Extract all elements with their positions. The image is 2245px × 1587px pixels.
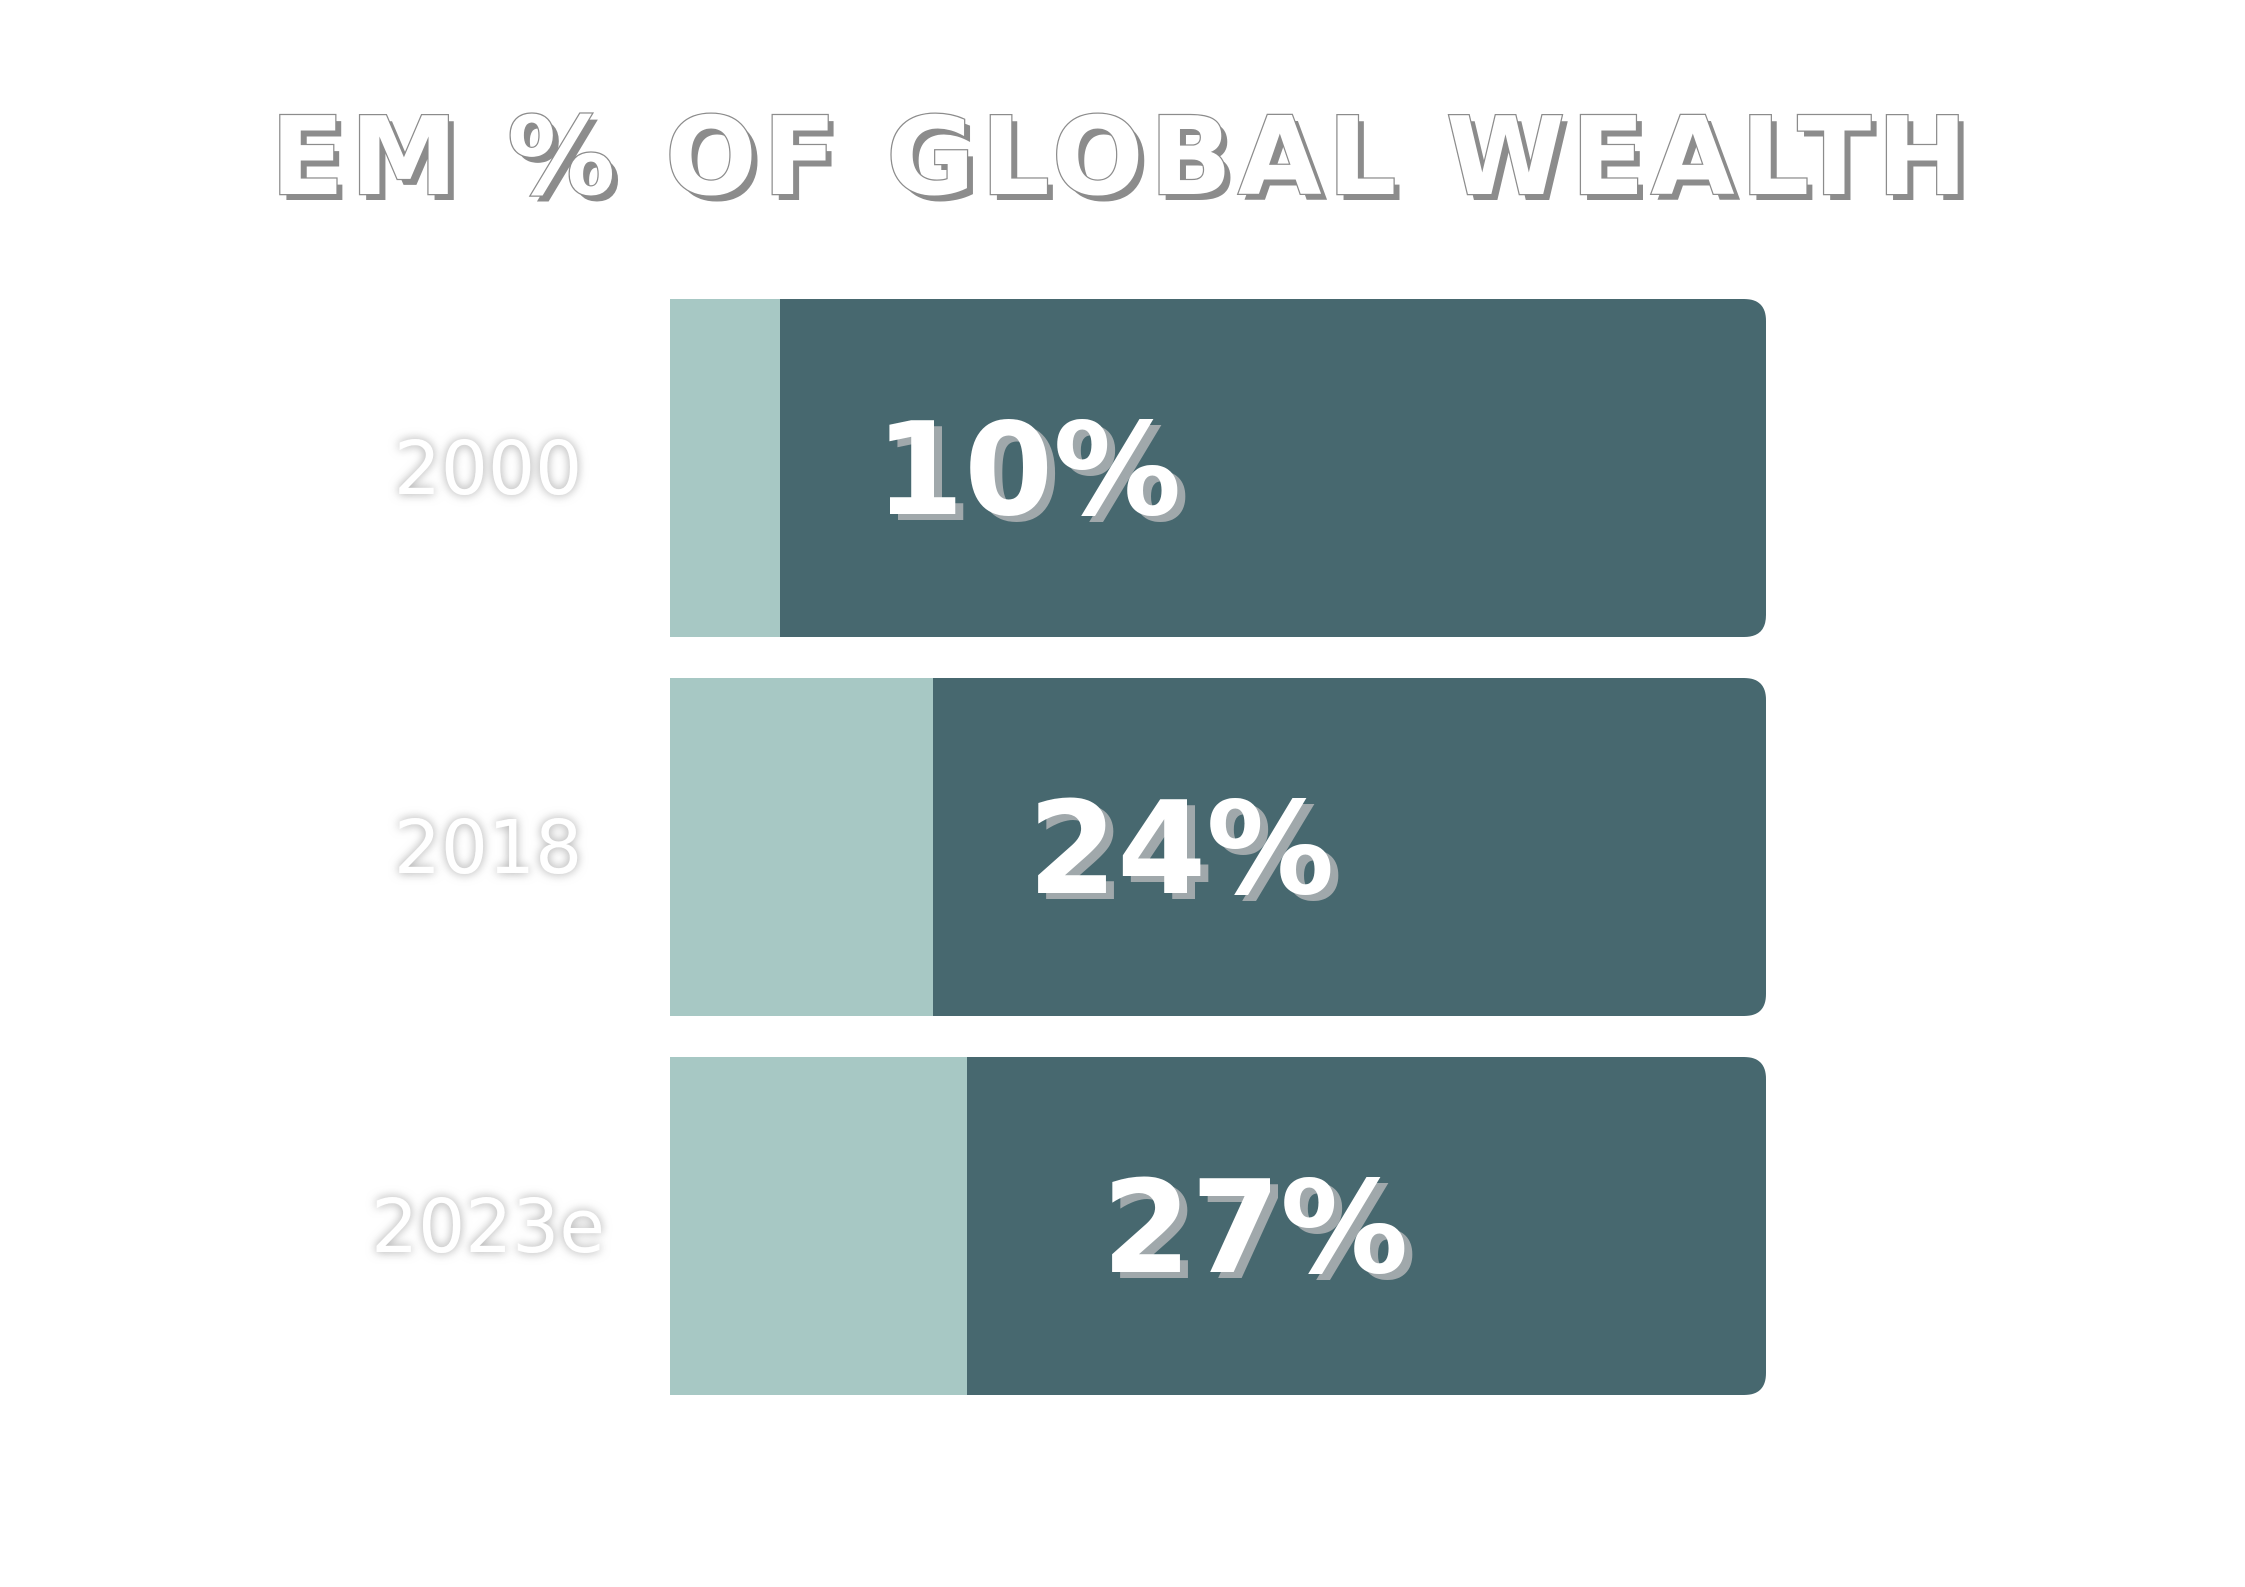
chart-title: EM % OF GLOBAL WEALTH EM % OF GLOBAL WEA… [269, 94, 1979, 226]
value-label-shadow-2000: 10% [883, 402, 1189, 551]
bar-fill-2023e [670, 1057, 967, 1395]
bar-remainder-2000 [670, 299, 1766, 637]
chart-title-shadow: EM % OF GLOBAL WEALTH [276, 101, 1979, 226]
chart-title-text: EM % OF GLOBAL WEALTH [270, 95, 1973, 220]
bar-2000: 2000 10%10% [394, 299, 1766, 637]
value-label-shadow-2023e: 27% [1110, 1160, 1416, 1309]
value-label-2018: 24% [1028, 775, 1334, 924]
bar-2023e: 2023e 27%27% [371, 1057, 1766, 1395]
value-label-2023e: 27% [1102, 1154, 1408, 1303]
value-label-2000: 10% [875, 396, 1181, 545]
bar-remainder-2018 [670, 678, 1766, 1016]
bar-2018: 2018 24%24% [394, 678, 1766, 1016]
category-label-2000: 2000 [394, 426, 582, 512]
category-label-2018: 2018 [394, 805, 582, 891]
bar-fill-2000 [670, 299, 780, 637]
bars-group: 2000 10%10% 2018 24%24% 2023e 27%27% [371, 299, 1766, 1395]
category-label-2023e: 2023e [371, 1184, 605, 1270]
bar-fill-2018 [670, 678, 933, 1016]
value-label-shadow-2018: 24% [1036, 781, 1342, 930]
